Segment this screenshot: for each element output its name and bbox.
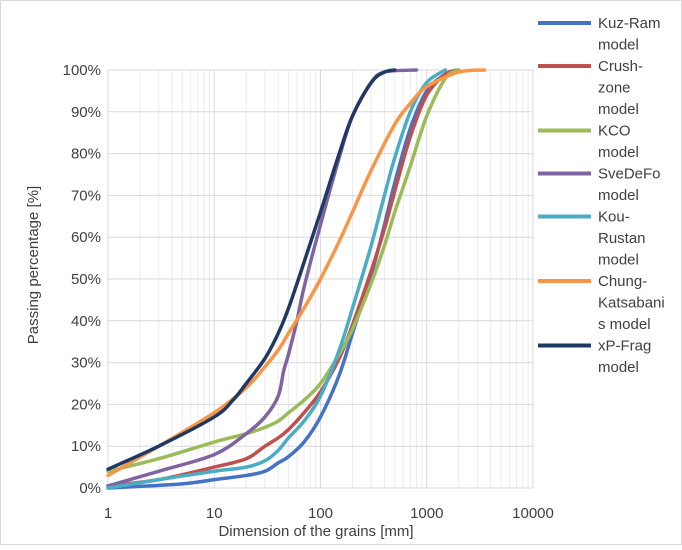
y-tick-label: 40% bbox=[71, 313, 101, 330]
x-tick-label: 10 bbox=[206, 505, 223, 522]
y-tick-label: 90% bbox=[71, 104, 101, 121]
legend-label: model bbox=[598, 37, 639, 54]
y-axis-ticks: 0% 10% 20% 30% 40% 50% 60% 70% 80% 90% 100% bbox=[63, 62, 101, 497]
legend: Kuz-Ram model Crush-zone model KCO model SveDe… bbox=[538, 15, 665, 376]
legend-label: model bbox=[598, 101, 639, 118]
legend-label: zone bbox=[598, 80, 631, 97]
series-layer bbox=[106, 68, 487, 490]
legend-label: Crush- bbox=[598, 58, 643, 75]
y-tick-label: 10% bbox=[71, 438, 101, 455]
y-tick-label: 80% bbox=[71, 146, 101, 163]
series-line-xp-frag-model bbox=[106, 68, 397, 471]
x-axis-title: Dimension of the grains [mm] bbox=[218, 523, 413, 540]
x-tick-label: 100 bbox=[308, 505, 333, 522]
x-tick-label: 10000 bbox=[512, 505, 554, 522]
y-axis-title: Passing percentage [%] bbox=[25, 186, 42, 344]
legend-label: Kuz-Ram bbox=[598, 15, 661, 32]
y-tick-label: 70% bbox=[71, 187, 101, 204]
legend-label: model bbox=[598, 252, 639, 269]
legend-label: KCO bbox=[598, 123, 631, 140]
series-line-kuz-ram-model bbox=[106, 68, 461, 490]
x-tick-label: 1 bbox=[104, 505, 112, 522]
legend-label: model bbox=[598, 187, 639, 204]
y-tick-label: 20% bbox=[71, 396, 101, 413]
y-tick-label: 0% bbox=[79, 480, 101, 497]
legend-label: xP-Frag bbox=[598, 338, 651, 355]
legend-label: model bbox=[598, 144, 639, 161]
x-axis-ticks: 1 10 100 1000 10000 bbox=[104, 505, 554, 522]
legend-label: model bbox=[598, 359, 639, 376]
legend-label: Katsabani bbox=[598, 295, 665, 312]
y-tick-label: 50% bbox=[71, 271, 101, 288]
legend-label: Kou- bbox=[598, 209, 630, 226]
legend-label: Rustan bbox=[598, 230, 646, 247]
legend-label: Chung- bbox=[598, 273, 647, 290]
series-line-kou-rustan-model bbox=[106, 68, 448, 490]
major-gridlines bbox=[107, 69, 534, 489]
legend-label: SveDeFo bbox=[598, 166, 661, 183]
y-tick-label: 30% bbox=[71, 355, 101, 372]
y-tick-label: 100% bbox=[63, 62, 101, 79]
y-tick-label: 60% bbox=[71, 229, 101, 246]
x-tick-label: 1000 bbox=[410, 505, 443, 522]
legend-label: s model bbox=[598, 316, 651, 333]
